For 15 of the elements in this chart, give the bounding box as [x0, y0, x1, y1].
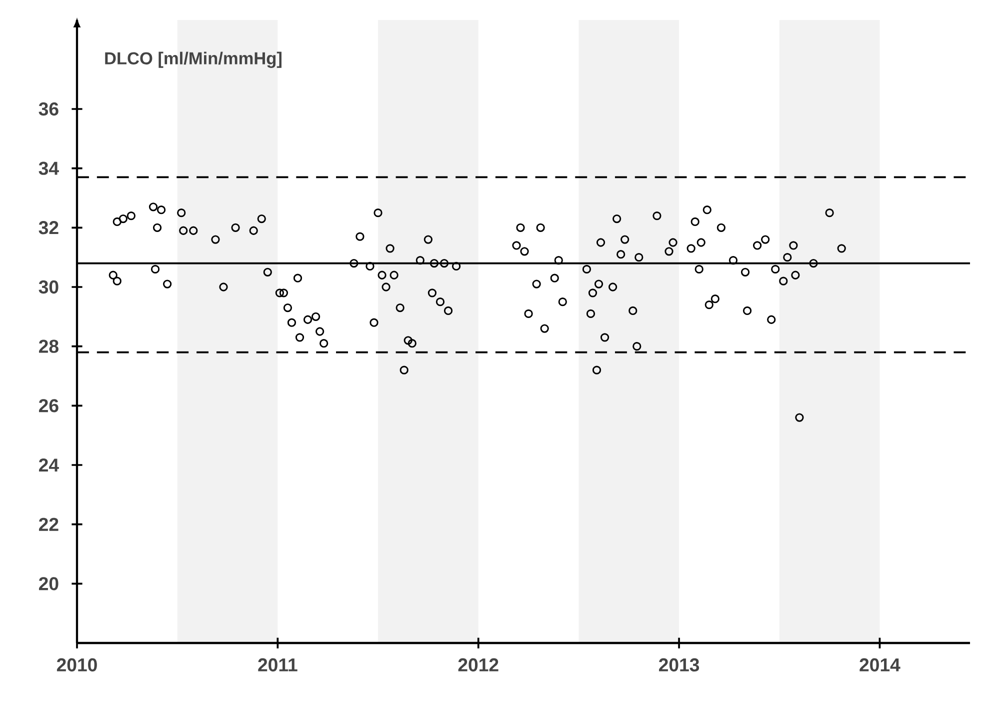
y-tick-label: 34 [38, 162, 59, 175]
y-tick-label: 28 [38, 340, 58, 353]
x-tick-label: 2010 [56, 658, 97, 672]
y-tick-label: 22 [38, 518, 58, 531]
x-tick-label: 2011 [258, 658, 298, 672]
y-tick-label: 24 [38, 458, 59, 472]
x-tick-label: 2012 [458, 658, 498, 672]
y-tick-label: 20 [38, 577, 58, 590]
x-tick-label: 2013 [658, 658, 700, 672]
x-tick-label: 2014 [860, 658, 900, 672]
y-tick-label: 30 [38, 280, 58, 294]
y-tick-label: 26 [38, 399, 58, 412]
y-axis-title: DLCO [ml/Min/mmHg] [105, 52, 282, 68]
y-tick-label: 36 [38, 102, 58, 116]
y-tick-label: 32 [38, 221, 58, 234]
